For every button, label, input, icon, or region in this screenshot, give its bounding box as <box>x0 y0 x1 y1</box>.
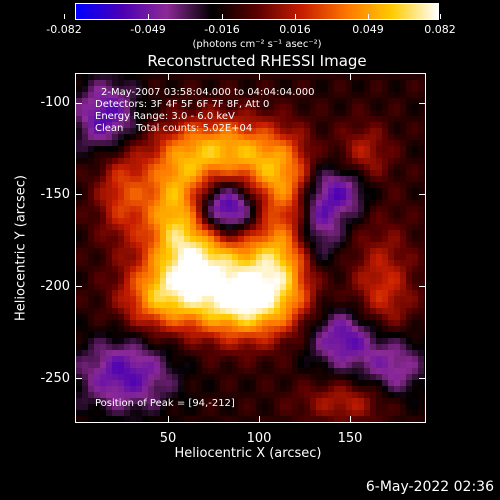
y-tick-label: -250 <box>40 371 70 386</box>
colorbar-tick-label: 0.016 <box>279 23 311 36</box>
y-axis-tick <box>75 194 82 195</box>
x-axis-tick <box>168 73 169 80</box>
colorbar-gradient <box>76 4 438 19</box>
y-tick-label: -100 <box>40 95 70 110</box>
colorbar-tick-label: 0.082 <box>424 23 456 36</box>
colorbar-tick <box>295 14 296 19</box>
time-range-annotation: 2-May-2007 03:58:04.000 to 04:04:04.000 <box>101 87 315 98</box>
y-tick-label: -150 <box>40 187 70 202</box>
footer-timestamp: 6-May-2022 02:36 <box>365 479 494 495</box>
y-axis-tick <box>75 103 82 104</box>
colorbar-tick <box>222 14 223 19</box>
colorbar-tick <box>148 14 149 19</box>
colorbar-tick <box>64 14 65 19</box>
x-axis-tick <box>259 416 260 423</box>
colorbar-tick-label: -0.049 <box>130 23 166 36</box>
colorbar-frame <box>75 3 439 20</box>
x-tick-label: 100 <box>246 431 272 446</box>
heatmap-image <box>76 74 425 422</box>
colorbar-tick-label: 0.049 <box>352 23 384 36</box>
y-axis-tick <box>419 103 426 104</box>
energy-range-annotation: Energy Range: 3.0 - 6.0 keV <box>95 111 235 122</box>
x-axis-tick <box>350 416 351 423</box>
clean-counts-annotation: Clean Total counts: 5.02E+04 <box>95 123 253 134</box>
x-axis-tick <box>259 73 260 80</box>
x-tick-label: 50 <box>159 431 177 446</box>
colorbar-tick-label: -0.082 <box>46 23 82 36</box>
y-axis-tick <box>419 286 426 287</box>
x-tick-label: 150 <box>337 431 363 446</box>
y-axis-tick <box>75 286 82 287</box>
colorbar-tick-label: -0.016 <box>204 23 240 36</box>
detectors-annotation: Detectors: 3F 4F 5F 6F 7F 8F, Att 0 <box>95 99 270 110</box>
plot-frame <box>75 73 426 423</box>
y-axis-tick <box>419 378 426 379</box>
colorbar-unit-label: (photons cm⁻² s⁻¹ asec⁻²) <box>192 39 322 50</box>
y-axis-tick <box>419 194 426 195</box>
y-axis-tick <box>75 378 82 379</box>
colorbar-tick <box>440 14 441 19</box>
colorbar-tick <box>368 14 369 19</box>
y-tick-label: -200 <box>40 279 70 294</box>
y-axis-title: Heliocentric Y (arcsec) <box>13 175 29 321</box>
plot-title: Reconstructed RHESSI Image <box>147 52 367 70</box>
x-axis-tick <box>350 73 351 80</box>
x-axis-title: Heliocentric X (arcsec) <box>174 446 322 461</box>
x-axis-tick <box>168 416 169 423</box>
peak-position-annotation: Position of Peak = [94,-212] <box>95 398 235 409</box>
